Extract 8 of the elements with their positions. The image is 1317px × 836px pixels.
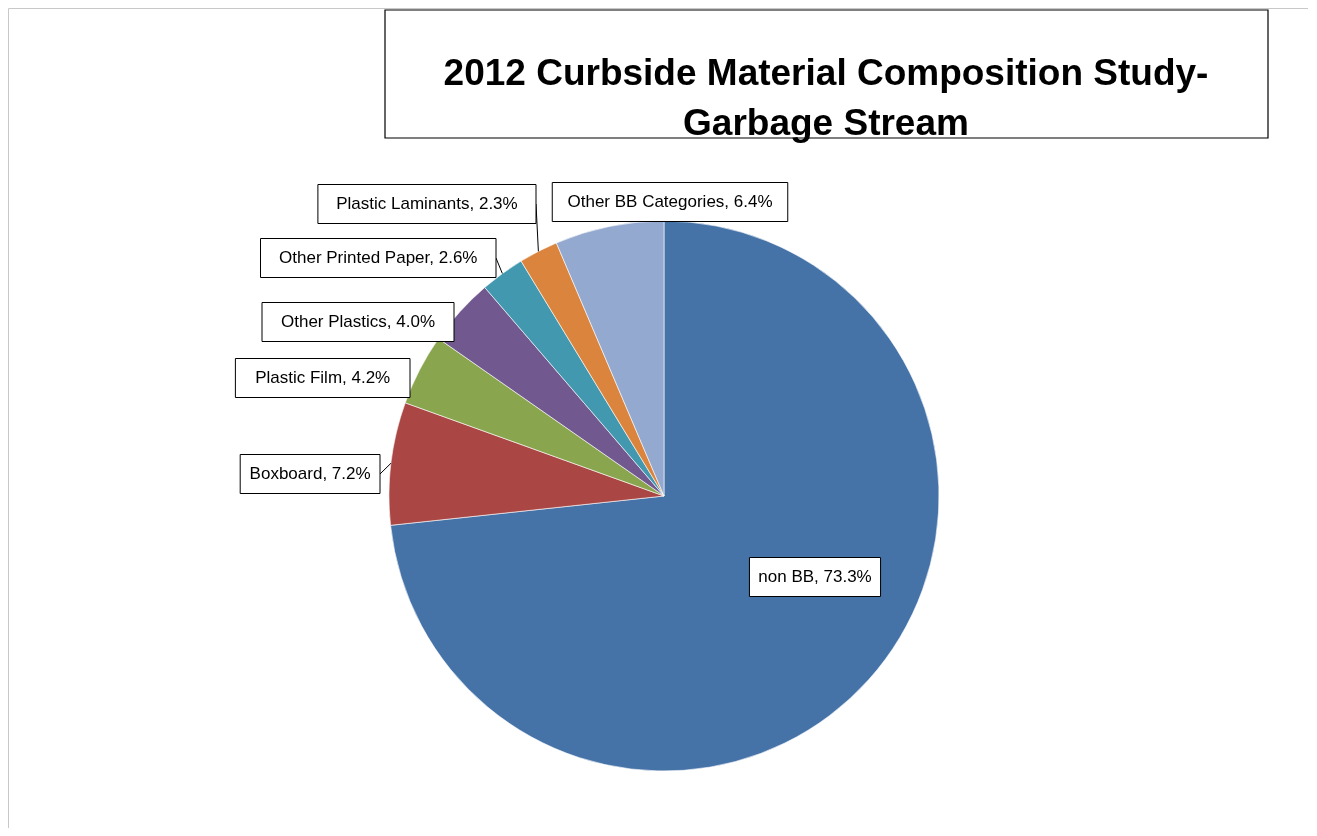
slice-label: Other Printed Paper, 2.6% (279, 248, 478, 267)
chart-title: 2012 Curbside Material Composition Study-Garbage Stream (443, 52, 1209, 143)
slice-label: Other Plastics, 4.0% (280, 312, 436, 331)
slice-label: non BB, 73.3% (758, 567, 872, 586)
slice-label: Boxboard, 7.2% (249, 464, 371, 483)
slice-label: Other BB Categories, 6.4% (567, 192, 773, 211)
slice-label: Plastic Film, 4.2% (255, 368, 391, 387)
slice-label: Plastic Laminants, 2.3% (336, 194, 518, 213)
